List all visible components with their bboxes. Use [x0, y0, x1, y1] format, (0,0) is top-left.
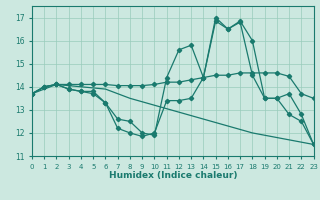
X-axis label: Humidex (Indice chaleur): Humidex (Indice chaleur) — [108, 171, 237, 180]
